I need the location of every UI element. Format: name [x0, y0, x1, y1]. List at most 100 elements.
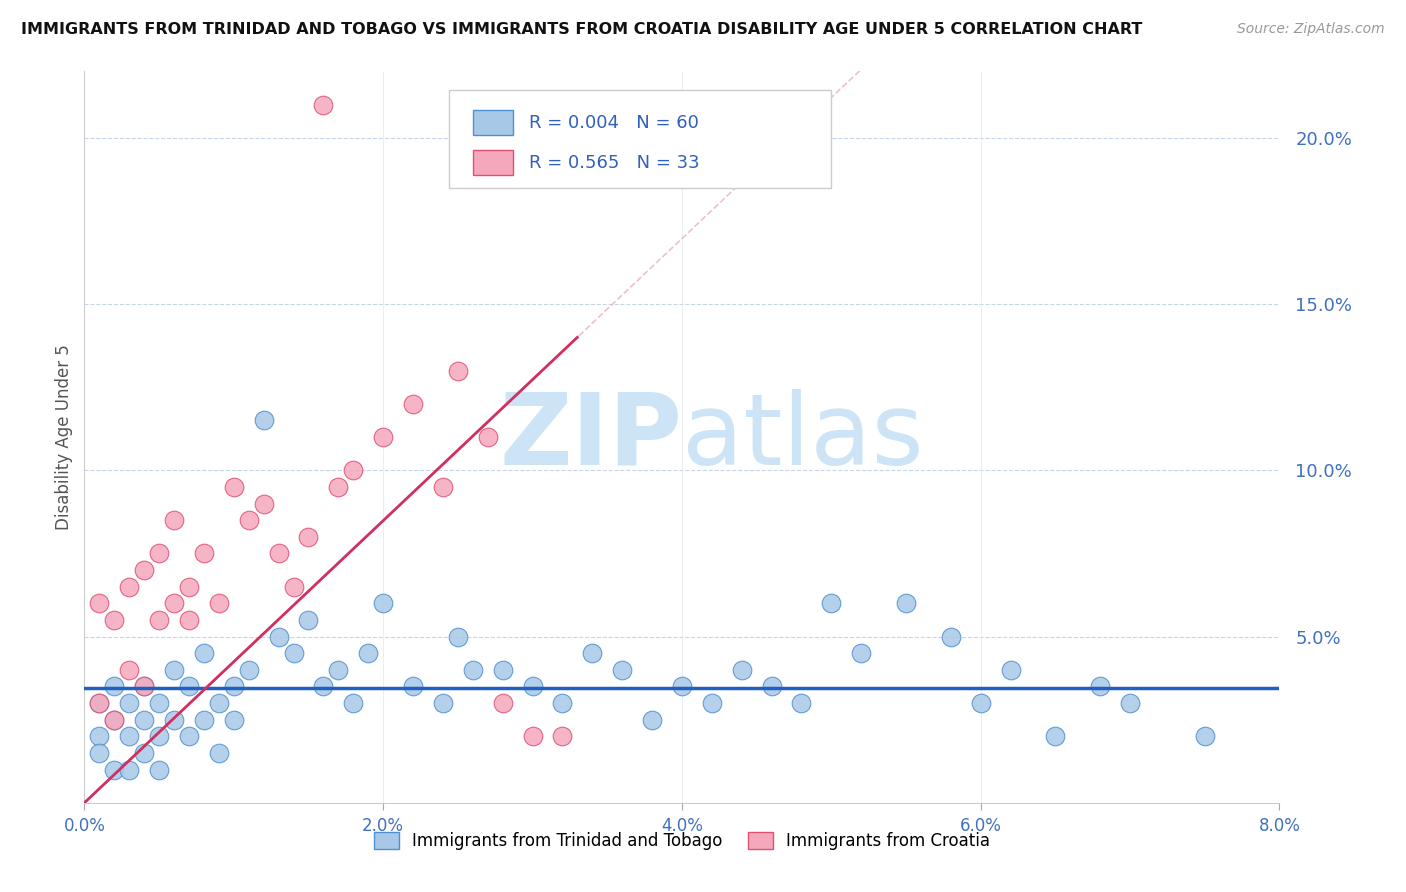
Point — [148, 763, 170, 777]
Point — [1000, 663, 1022, 677]
Point — [193, 646, 215, 660]
Point — [551, 696, 574, 710]
Point — [522, 729, 544, 743]
Point — [208, 596, 231, 610]
Point — [939, 630, 962, 644]
Point — [373, 430, 395, 444]
Point — [492, 696, 515, 710]
Point — [103, 713, 125, 727]
Point — [492, 663, 515, 677]
Point — [447, 630, 470, 644]
Point — [1119, 696, 1142, 710]
Point — [163, 596, 186, 610]
Point — [970, 696, 993, 710]
Point — [612, 663, 634, 677]
Point — [238, 663, 260, 677]
Point — [1045, 729, 1067, 743]
FancyBboxPatch shape — [449, 90, 831, 188]
Point — [342, 463, 364, 477]
Text: Source: ZipAtlas.com: Source: ZipAtlas.com — [1237, 22, 1385, 37]
Point — [148, 729, 170, 743]
Text: atlas: atlas — [682, 389, 924, 485]
Text: ZIP: ZIP — [499, 389, 682, 485]
Point — [163, 663, 186, 677]
Point — [103, 680, 125, 694]
Text: R = 0.004   N = 60: R = 0.004 N = 60 — [529, 113, 699, 131]
Point — [447, 363, 470, 377]
Point — [222, 480, 245, 494]
Point — [581, 646, 603, 660]
Point — [1090, 680, 1112, 694]
Text: IMMIGRANTS FROM TRINIDAD AND TOBAGO VS IMMIGRANTS FROM CROATIA DISABILITY AGE UN: IMMIGRANTS FROM TRINIDAD AND TOBAGO VS I… — [21, 22, 1143, 37]
Point — [342, 696, 364, 710]
Point — [193, 713, 215, 727]
Point — [148, 546, 170, 560]
Point — [373, 596, 395, 610]
Point — [118, 763, 141, 777]
Point — [103, 713, 125, 727]
Y-axis label: Disability Age Under 5: Disability Age Under 5 — [55, 344, 73, 530]
Point — [132, 746, 156, 760]
Point — [208, 746, 231, 760]
Point — [297, 613, 319, 627]
Point — [522, 680, 544, 694]
Point — [89, 696, 111, 710]
Point — [89, 696, 111, 710]
Point — [312, 680, 335, 694]
Point — [700, 696, 723, 710]
Point — [118, 580, 141, 594]
Point — [89, 729, 111, 743]
Point — [297, 530, 319, 544]
Point — [208, 696, 231, 710]
Point — [283, 580, 305, 594]
Point — [267, 630, 290, 644]
Point — [118, 696, 141, 710]
Point — [851, 646, 873, 660]
Point — [118, 663, 141, 677]
Point — [461, 663, 484, 677]
Point — [148, 696, 170, 710]
Point — [402, 680, 425, 694]
Point — [89, 596, 111, 610]
Point — [132, 680, 156, 694]
Point — [641, 713, 664, 727]
Point — [132, 563, 156, 577]
Point — [253, 413, 276, 427]
FancyBboxPatch shape — [472, 151, 513, 175]
Point — [222, 713, 245, 727]
Point — [163, 713, 186, 727]
Point — [253, 497, 276, 511]
Point — [671, 680, 693, 694]
Point — [177, 580, 200, 594]
Text: R = 0.565   N = 33: R = 0.565 N = 33 — [529, 153, 700, 172]
Point — [402, 397, 425, 411]
Point — [163, 513, 186, 527]
Legend: Immigrants from Trinidad and Tobago, Immigrants from Croatia: Immigrants from Trinidad and Tobago, Imm… — [367, 825, 997, 856]
Point — [89, 746, 111, 760]
Point — [177, 680, 200, 694]
FancyBboxPatch shape — [472, 110, 513, 135]
Point — [731, 663, 754, 677]
Point — [177, 613, 200, 627]
Point — [193, 546, 215, 560]
Point — [328, 663, 350, 677]
Point — [761, 680, 783, 694]
Point — [103, 613, 125, 627]
Point — [894, 596, 917, 610]
Point — [328, 480, 350, 494]
Point — [222, 680, 245, 694]
Point — [267, 546, 290, 560]
Point — [103, 763, 125, 777]
Point — [177, 729, 200, 743]
Point — [432, 480, 454, 494]
Point — [132, 680, 156, 694]
Point — [148, 613, 170, 627]
Point — [790, 696, 813, 710]
Point — [432, 696, 454, 710]
Point — [551, 729, 574, 743]
Point — [357, 646, 380, 660]
Point — [820, 596, 842, 610]
Point — [132, 713, 156, 727]
Point — [477, 430, 499, 444]
Point — [238, 513, 260, 527]
